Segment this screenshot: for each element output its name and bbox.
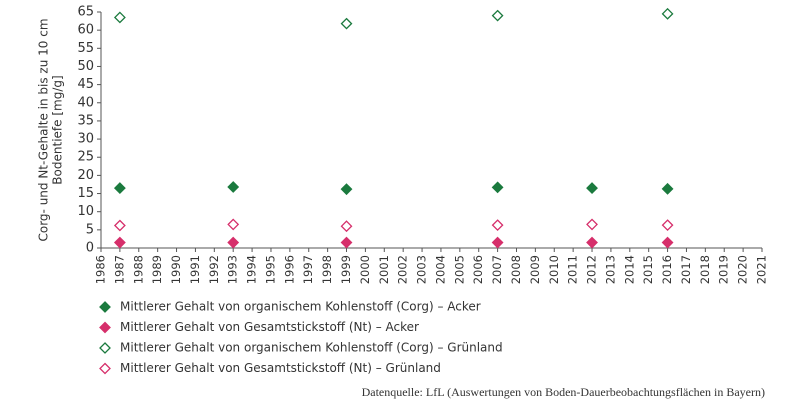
x-tick-label: 2012 [585,255,599,284]
x-tick-label: 1997 [301,255,315,284]
x-tick-label: 2004 [433,255,447,284]
x-tick-label: 1987 [112,255,126,284]
x-tick-label: 2017 [679,255,693,284]
point [340,183,353,196]
y-axis-label: Corg- und Nt-Gehalte in bis zu 10 cm [37,18,51,241]
x-tick-label: 2015 [641,255,655,284]
y-axis-label: Bodentiefe [mg/g] [51,75,65,184]
x-tick-label: 2011 [566,255,580,284]
x-tick-label: 2007 [490,255,504,284]
y-tick-label: 40 [77,95,94,110]
x-tick-label: 2013 [603,255,617,284]
point [661,182,674,195]
point [661,219,674,232]
x-tick-label: 2001 [377,255,391,284]
x-tick-label: 1996 [282,255,296,284]
legend-marker [99,342,111,354]
y-tick-label: 55 [77,41,94,56]
x-tick-label: 2003 [415,255,429,284]
y-tick-label: 20 [77,168,94,183]
point [491,181,504,194]
x-tick-label: 2005 [452,255,466,284]
y-tick-label: 60 [77,23,94,38]
x-tick-label: 1991 [188,255,202,284]
y-tick-label: 50 [77,59,94,74]
point [491,236,504,249]
x-tick-label: 2008 [509,255,523,284]
y-tick-label: 10 [77,204,94,219]
point [586,218,598,231]
y-tick-label: 0 [86,241,94,256]
y-tick-label: 30 [77,132,94,147]
point [491,219,504,232]
point [113,11,126,24]
x-tick-label: 2014 [622,255,636,284]
x-tick-label: 2009 [528,255,542,284]
x-tick-label: 2016 [660,255,674,284]
x-tick-label: 1988 [131,255,145,284]
point [586,182,598,195]
source: Datenquelle: LfL (Auswertungen von Boden… [362,385,765,399]
point [661,236,674,249]
point [340,236,353,249]
point [227,181,240,193]
y-tick-label: 45 [77,77,94,92]
legend-label: Mittlerer Gehalt von organischem Kohlens… [120,341,503,355]
x-tick-label: 2018 [698,255,712,284]
y-tick-label: 65 [77,5,94,20]
point [227,236,240,249]
x-tick-label: 1993 [226,255,240,284]
point [113,182,126,195]
x-tick-label: 2010 [547,255,561,284]
y-tick-label: 35 [77,113,94,128]
y-tick-label: 5 [86,222,94,237]
legend-marker [99,321,111,334]
x-tick-label: 2002 [396,255,410,284]
x-tick-label: 2020 [736,255,750,284]
x-tick-label: 1995 [263,255,277,284]
x-tick-label: 2019 [717,255,731,284]
x-tick-label: 2000 [358,255,372,284]
x-tick-label: 2006 [471,255,485,284]
legend-label: Mittlerer Gehalt von organischem Kohlens… [120,300,481,314]
x-tick-label: 1994 [245,255,259,284]
y-tick-label: 25 [77,150,94,165]
x-tick-label: 1986 [94,255,108,284]
point [340,220,353,233]
x-tick-label: 1999 [339,255,353,284]
point [113,236,126,249]
legend-marker [99,301,111,313]
point [661,7,674,20]
point [340,17,353,30]
x-tick-label: 1990 [169,255,183,284]
y-tick-label: 15 [77,186,94,201]
x-tick-label: 1998 [320,255,334,284]
point [586,236,598,249]
legend-label: Mittlerer Gehalt von Gesamtstickstoff (N… [120,320,419,334]
legend-label: Mittlerer Gehalt von Gesamtstickstoff (N… [120,361,441,375]
x-tick-label: 2021 [755,255,769,284]
legend-marker [99,362,111,375]
point [491,9,504,22]
point [113,219,126,232]
point [227,218,240,231]
x-tick-label: 1989 [150,255,164,284]
x-tick-label: 1992 [207,255,221,284]
